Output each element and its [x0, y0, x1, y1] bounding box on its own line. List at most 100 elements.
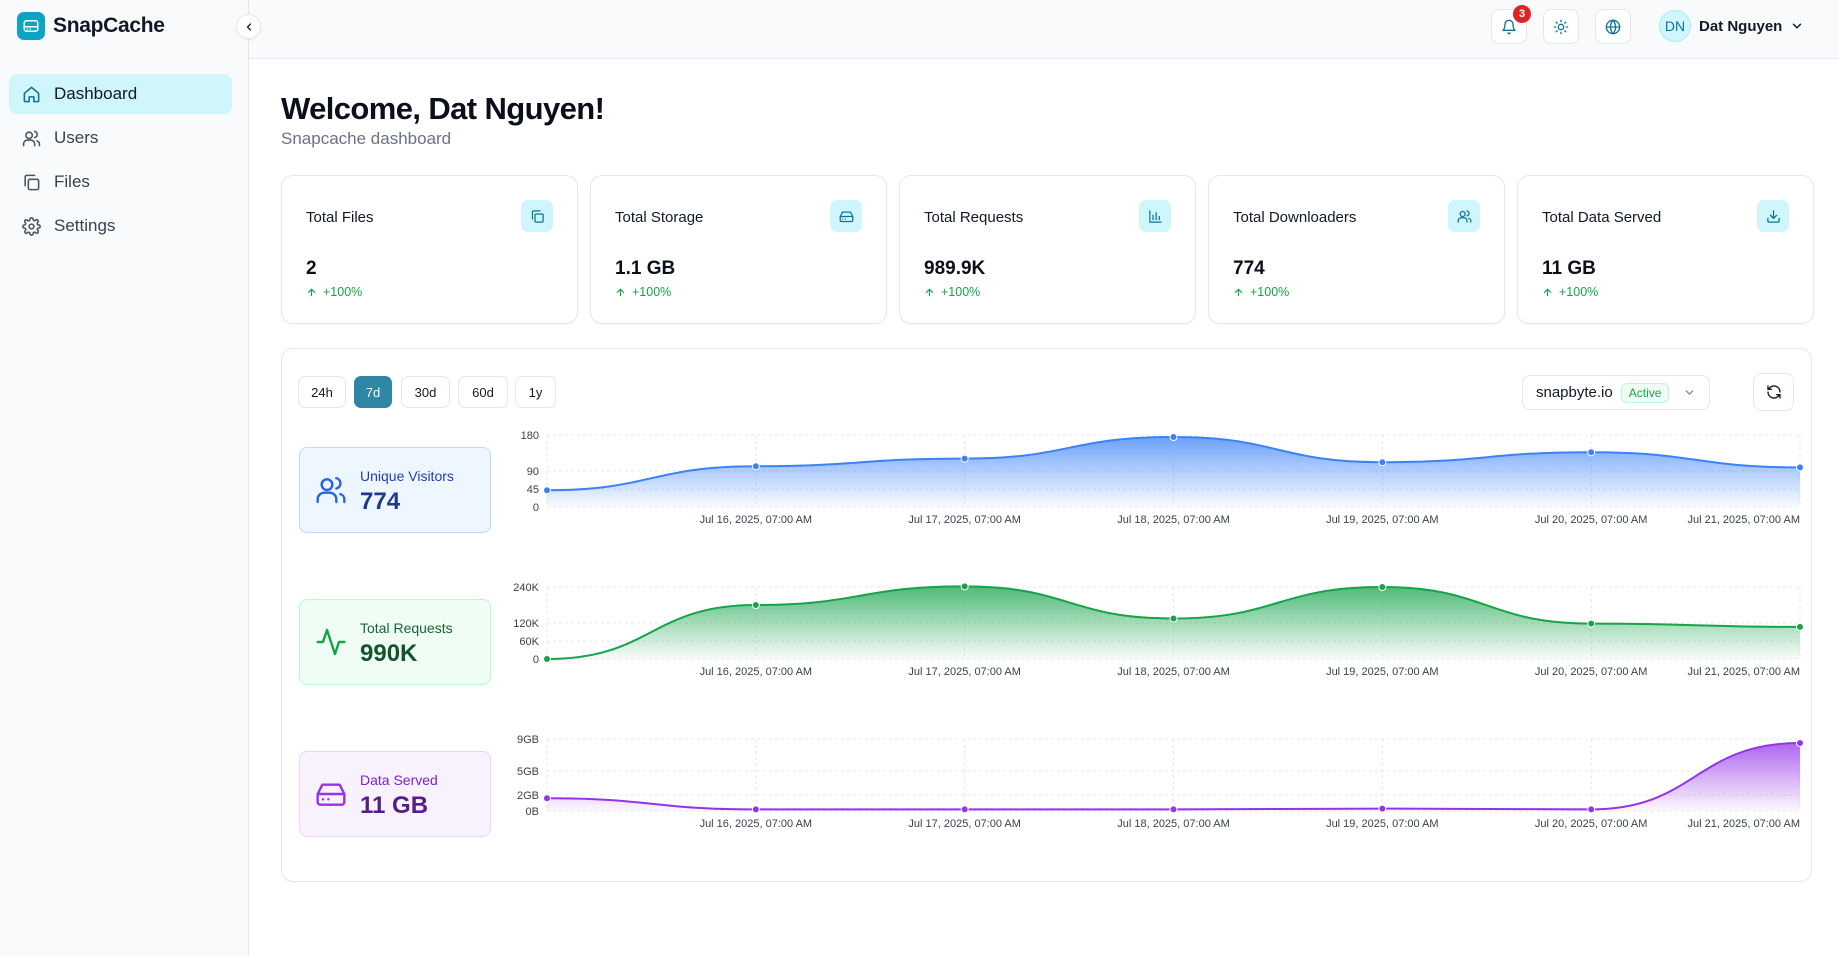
- stat-change-value: +100%: [941, 285, 981, 299]
- logo-drive-icon: [17, 12, 45, 40]
- x-tick-label: Jul 21, 2025, 07:00 AM: [1687, 666, 1800, 678]
- data-point: [1587, 448, 1596, 457]
- series-area: [547, 437, 1800, 507]
- y-tick-label: 120K: [513, 618, 539, 630]
- stat-value: 11 GB: [1542, 258, 1596, 279]
- app-name: SnapCache: [53, 14, 165, 37]
- y-tick-label: 0: [533, 502, 539, 514]
- x-tick-label: Jul 16, 2025, 07:00 AM: [700, 514, 813, 526]
- x-tick-label: Jul 19, 2025, 07:00 AM: [1326, 666, 1439, 678]
- domain-name: snapbyte.io: [1536, 384, 1613, 401]
- metric-card-data-served: Data Served 11 GB: [299, 751, 491, 837]
- stat-card-total-storage: Total Storage 1.1 GB +100%: [590, 175, 887, 324]
- arrow-up-icon: [306, 287, 317, 298]
- x-tick-label: Jul 18, 2025, 07:00 AM: [1117, 666, 1230, 678]
- download-icon: [1757, 200, 1789, 232]
- data-point: [1796, 739, 1804, 747]
- x-tick-label: Jul 17, 2025, 07:00 AM: [908, 666, 1021, 678]
- theme-toggle-button[interactable]: [1543, 9, 1579, 44]
- domain-select[interactable]: snapbyte.io Active: [1522, 375, 1710, 410]
- y-tick-label: 0: [533, 654, 539, 666]
- users-icon: [21, 128, 41, 148]
- x-tick-label: Jul 20, 2025, 07:00 AM: [1535, 666, 1648, 678]
- y-tick-label: 0B: [526, 806, 539, 818]
- stat-value: 2: [306, 258, 317, 279]
- data-point: [1378, 458, 1387, 467]
- metric-label: Data Served: [360, 772, 438, 788]
- range-button-60d[interactable]: 60d: [458, 376, 508, 408]
- stat-value: 774: [1233, 258, 1265, 279]
- y-tick-label: 2GB: [517, 790, 539, 802]
- home-icon: [21, 84, 41, 104]
- stat-card-total-downloaders: Total Downloaders 774 +100%: [1208, 175, 1505, 324]
- sidebar-item-label: Dashboard: [54, 84, 138, 103]
- stat-change: +100%: [615, 285, 671, 299]
- data-point: [960, 805, 969, 814]
- arrow-up-icon: [1542, 287, 1553, 298]
- arrow-up-icon: [1233, 287, 1244, 298]
- metric-label: Total Requests: [360, 620, 453, 636]
- app-logo[interactable]: SnapCache: [17, 12, 165, 40]
- y-tick-label: 180: [521, 430, 539, 442]
- data-served-chart: 0B 2GB 5GB 9GB Jul 16, 2025, 07:00 AM Jul 17,…: [517, 734, 1804, 830]
- refresh-icon: [1766, 385, 1781, 399]
- collapse-sidebar-button[interactable]: [236, 14, 261, 39]
- data-point: [1587, 805, 1596, 814]
- data-point: [1796, 463, 1804, 472]
- stat-value: 989.9K: [924, 258, 986, 279]
- globe-icon: [1605, 19, 1621, 34]
- range-button-30d[interactable]: 30d: [401, 376, 450, 408]
- y-tick-label: 90: [527, 466, 539, 478]
- x-tick-label: Jul 20, 2025, 07:00 AM: [1535, 514, 1648, 526]
- stat-title: Total Data Served: [1542, 209, 1662, 226]
- hard-drive-icon: [316, 783, 346, 806]
- sidebar-nav: Dashboard Users Files Settings: [9, 74, 232, 250]
- chevron-left-icon: [246, 22, 251, 31]
- activity-icon: [316, 628, 346, 656]
- sidebar: SnapCache Dashboard Users Files Settings: [0, 0, 249, 956]
- language-button[interactable]: [1595, 9, 1631, 44]
- range-button-24h[interactable]: 24h: [298, 376, 346, 408]
- users-icon: [316, 476, 346, 504]
- total-requests-chart: 0 60K 120K 240K Jul 16, 2025, 07:00 AM Jul 17…: [513, 582, 1804, 678]
- chevron-down-icon: [1683, 386, 1696, 399]
- top-header: 3 DN Dat Nguyen: [249, 0, 1839, 59]
- user-name: Dat Nguyen: [1699, 17, 1783, 35]
- copy-icon: [521, 200, 553, 232]
- notifications-button[interactable]: 3: [1491, 5, 1531, 44]
- x-tick-label: Jul 19, 2025, 07:00 AM: [1326, 818, 1439, 830]
- sidebar-item-files[interactable]: Files: [9, 162, 232, 202]
- arrow-up-icon: [615, 287, 626, 298]
- data-point: [1796, 622, 1804, 631]
- sidebar-item-settings[interactable]: Settings: [9, 206, 232, 246]
- sidebar-item-dashboard[interactable]: Dashboard: [9, 74, 232, 114]
- sidebar-item-label: Settings: [54, 216, 116, 235]
- x-tick-label: Jul 16, 2025, 07:00 AM: [700, 666, 813, 678]
- analytics-panel: 24h 7d 30d 60d 1y snapbyte.io Active Uni…: [281, 348, 1812, 882]
- y-tick-label: 60K: [519, 636, 539, 648]
- range-button-7d[interactable]: 7d: [354, 376, 392, 408]
- y-tick-label: 9GB: [517, 734, 539, 746]
- data-point: [543, 486, 551, 495]
- status-badge: Active: [1620, 382, 1670, 403]
- metric-card-total-requests: Total Requests 990K: [299, 599, 491, 685]
- data-point: [751, 462, 760, 471]
- range-button-1y[interactable]: 1y: [515, 376, 556, 408]
- chevron-down-icon: [1790, 19, 1804, 33]
- stat-change: +100%: [1542, 285, 1598, 299]
- data-point: [543, 655, 551, 663]
- metric-label: Unique Visitors: [360, 468, 454, 484]
- sidebar-item-users[interactable]: Users: [9, 118, 232, 158]
- x-tick-label: Jul 18, 2025, 07:00 AM: [1117, 818, 1230, 830]
- x-tick-label: Jul 21, 2025, 07:00 AM: [1687, 818, 1800, 830]
- metric-value: 774: [360, 488, 401, 515]
- x-tick-label: Jul 16, 2025, 07:00 AM: [700, 818, 813, 830]
- stat-title: Total Requests: [924, 209, 1024, 226]
- data-point: [751, 601, 760, 609]
- refresh-button[interactable]: [1753, 373, 1794, 411]
- data-point: [960, 454, 969, 463]
- user-menu[interactable]: DN Dat Nguyen: [1659, 10, 1804, 42]
- stat-card-total-data-served: Total Data Served 11 GB +100%: [1517, 175, 1814, 324]
- x-tick-label: Jul 20, 2025, 07:00 AM: [1535, 818, 1648, 830]
- stat-card-total-files: Total Files 2 +100%: [281, 175, 578, 324]
